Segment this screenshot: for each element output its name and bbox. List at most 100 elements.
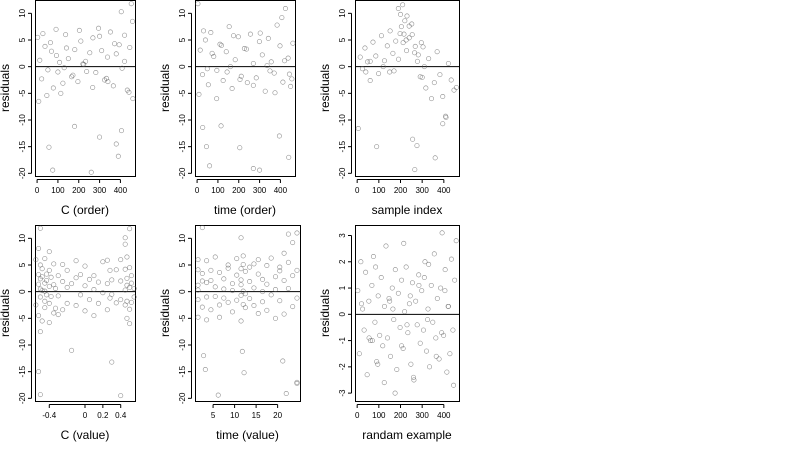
data-point [376,71,382,77]
data-point [128,280,134,286]
x-tick-label: 15 [252,411,261,420]
data-point [105,54,110,60]
data-point [391,317,397,323]
data-point [267,68,273,74]
data-point [113,141,119,147]
data-point [390,50,396,56]
data-point [37,392,43,398]
x-tick-label: 100 [211,186,225,195]
y-tick-label: 0 [338,312,347,317]
data-point [240,261,246,267]
data-point [397,324,403,330]
plot-frame [355,0,460,177]
data-point [402,309,408,315]
data-point [42,305,48,311]
data-point [105,79,111,85]
data-point [394,367,400,372]
data-point [431,251,437,257]
scatter-panel-5: 5 10 15 20 -20 -15 -10 -5 0 5 10 time (value) residu… [158,225,301,442]
data-point [195,287,201,293]
y-tick-label: 10 [18,8,27,17]
data-point [289,76,295,82]
data-point [406,23,412,29]
y-tick-label: 1 [338,285,347,290]
data-point [427,364,433,370]
data-point [260,276,266,282]
data-point [424,348,429,354]
data-point [433,335,439,341]
data-point [207,163,213,169]
data-point [277,43,283,49]
data-point [217,302,223,308]
data-point [290,40,296,46]
data-point [396,56,402,62]
y-tick-label: 3 [338,233,347,238]
data-point [214,67,220,73]
data-point [386,296,392,302]
data-point [417,74,423,80]
data-point [46,249,52,255]
y-tick-label: 5 [338,37,347,42]
y-tick-label: -10 [18,339,27,351]
y-axis-label: residuals [318,64,332,112]
data-point [122,241,128,247]
data-point [235,34,241,40]
data-point [87,50,93,56]
data-point [36,98,42,104]
data-point [405,330,411,336]
data-point [271,70,277,76]
data-point [363,69,369,75]
data-point [51,310,57,316]
y-tick-label: -5 [18,314,27,322]
data-point [90,84,96,90]
data-point [208,277,214,283]
data-point [415,52,421,58]
data-point [113,51,119,57]
data-point [42,298,48,304]
data-point [438,285,444,291]
x-tick-label: 200 [394,411,408,420]
y-tick-label: -20 [178,167,187,179]
data-point [42,256,48,262]
data-point [414,322,420,328]
data-point [439,230,445,236]
data-point [47,40,53,46]
data-point [383,243,389,249]
data-point [57,59,63,65]
data-point [374,359,380,365]
data-point [290,304,296,310]
data-point [127,226,133,232]
data-point [242,268,248,274]
data-point [63,32,69,38]
scatter-panel-1: 0 100 200 300 400 -20 -15 -10 -5 0 5 10 C (order) res… [0,0,136,217]
x-tick-label: 400 [274,186,288,195]
y-axis-label: residuals [158,64,172,112]
data-point [78,38,84,44]
data-point [378,275,384,281]
data-point [36,272,42,278]
data-point [362,45,368,51]
y-tick-label: 5 [178,37,187,42]
data-point [73,275,79,281]
data-point [247,279,253,285]
data-point [215,392,221,398]
y-tick-label: -15 [338,140,347,152]
data-point [64,300,70,306]
data-point [118,128,124,134]
data-point [96,25,102,31]
data-point [242,291,248,297]
data-point [73,303,79,309]
data-point [229,86,235,92]
data-point [369,338,375,344]
data-point [195,297,201,303]
data-point [78,272,84,278]
data-point [440,94,446,100]
data-point [204,294,210,300]
data-point [430,319,436,325]
data-point [91,313,97,319]
data-point [46,320,52,326]
data-point [39,288,45,294]
data-point [124,275,130,281]
y-tick-label: 10 [178,233,187,242]
x-tick-label: 0 [35,186,40,195]
